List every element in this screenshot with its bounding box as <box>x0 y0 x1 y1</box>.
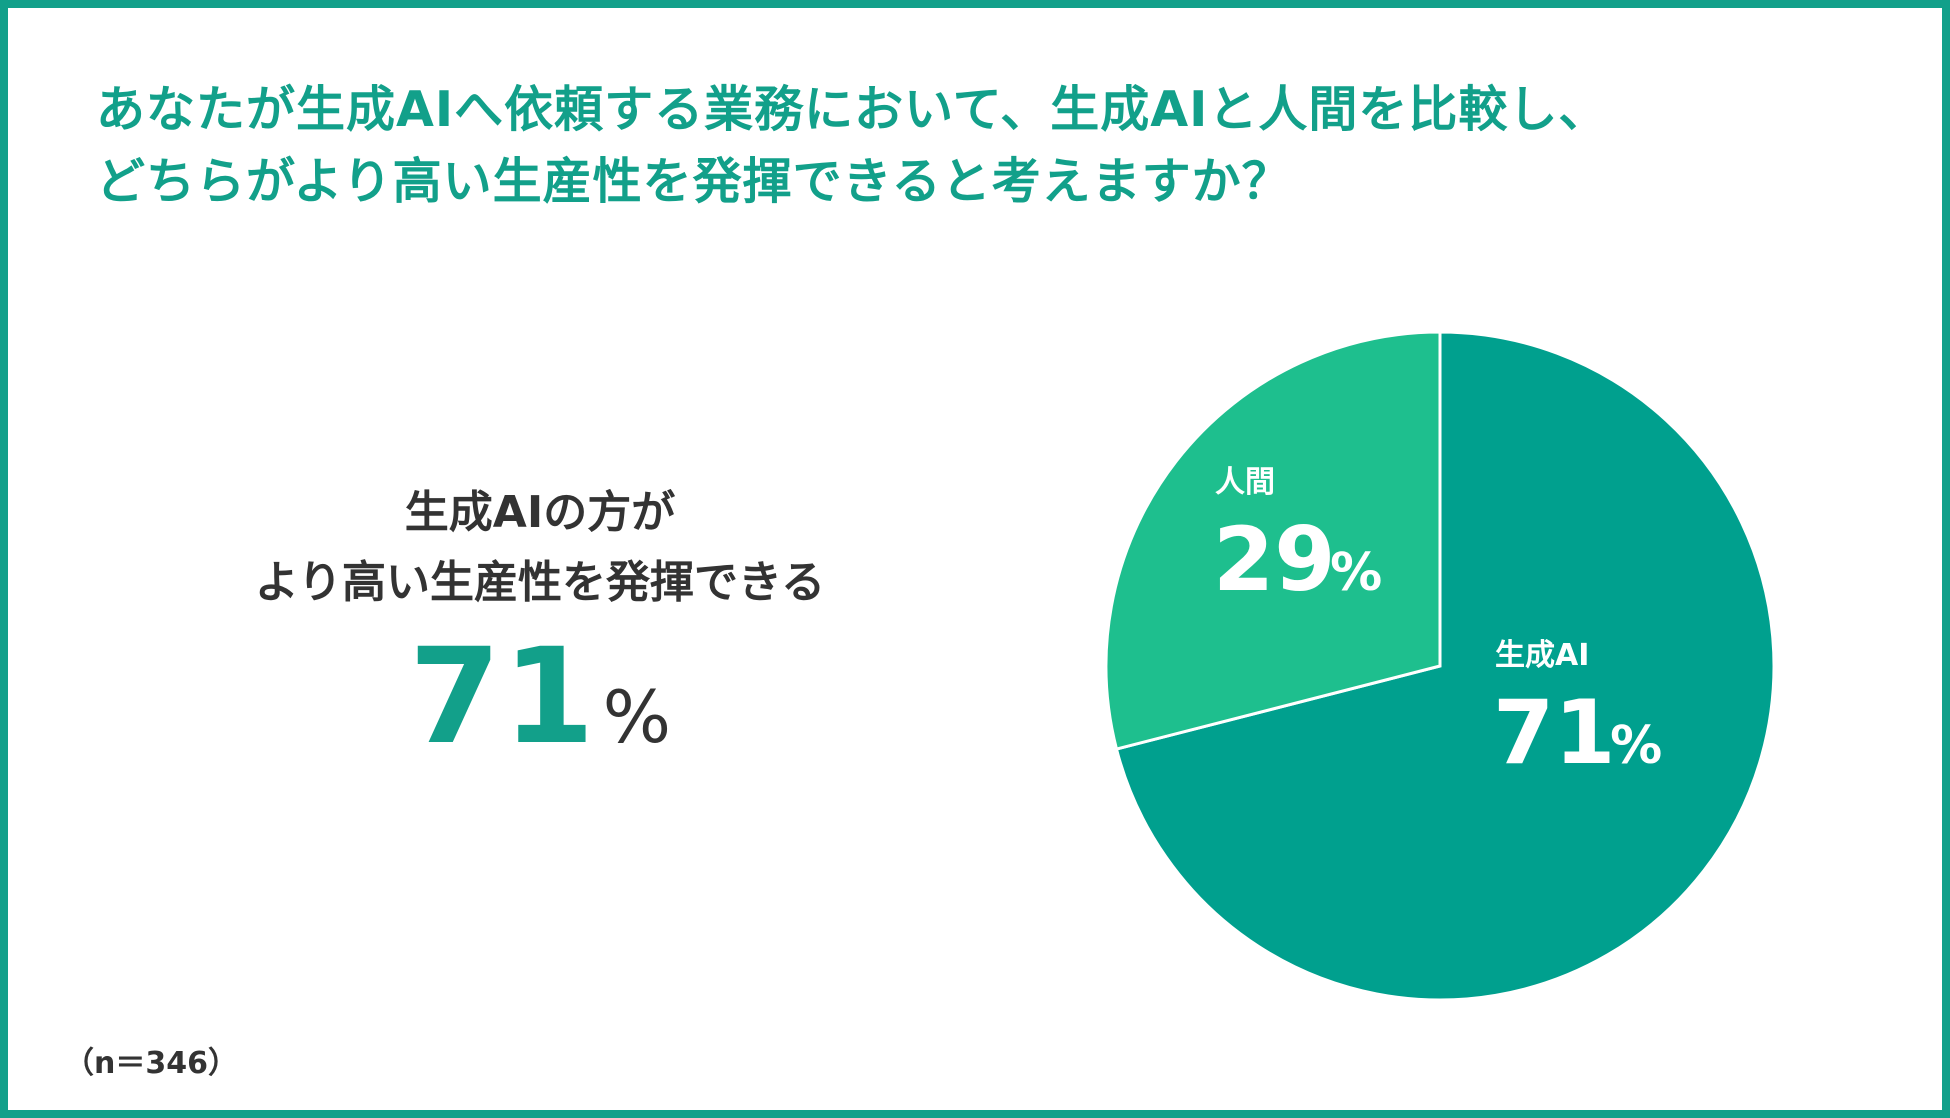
pie-slice-ai <box>1114 330 1776 1002</box>
sample-size-note: （n＝346） <box>64 1046 238 1081</box>
question-title-line-2: どちらがより高い生産性を発揮できると考えますか？ <box>96 153 1292 210</box>
headline-percentage-value: 71 <box>408 620 597 774</box>
headline-line-1: 生成AIの方が <box>404 487 676 538</box>
headline-percentage-unit: % <box>602 675 672 759</box>
slice-label-ai: 生成AI <box>1495 638 1589 673</box>
slice-value-human: 29 <box>1213 508 1335 611</box>
headline-line-2: より高い生産性を発揮できる <box>254 557 826 608</box>
headline-percentage: 71% <box>120 620 960 774</box>
slice-value-ai: 71 <box>1493 681 1615 784</box>
pie-slice-human <box>1104 330 1442 751</box>
slice-unit-human: % <box>1330 543 1382 603</box>
slice-label-human: 人間 <box>1215 465 1275 500</box>
question-title-line-1: あなたが生成AIへ依頼する業務において、生成AIと人間を比較し、 <box>96 81 1609 138</box>
question-title: あなたが生成AIへ依頼する業務において、生成AIと人間を比較し、 どちらがより高… <box>96 74 1876 218</box>
slice-unit-ai: % <box>1610 716 1662 776</box>
headline-callout: 生成AIの方が より高い生産性を発揮できる <box>120 478 960 618</box>
